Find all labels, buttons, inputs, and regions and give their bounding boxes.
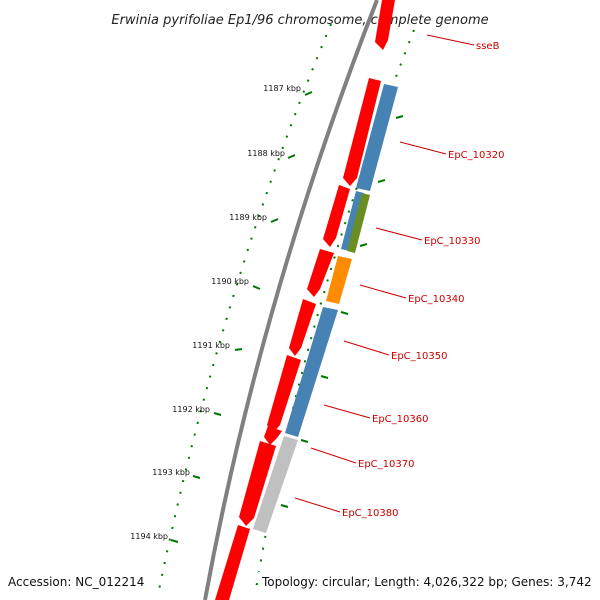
cds-arrow[interactable] <box>323 185 350 247</box>
annotation-block[interactable] <box>285 307 338 437</box>
tick-label: 1193 kbp <box>152 468 190 477</box>
annotation-track <box>253 84 398 533</box>
gene-label-epc-10330[interactable]: EpC_10330 <box>424 236 480 247</box>
cds-arrow[interactable] <box>215 525 250 600</box>
tick-mark <box>377 179 386 183</box>
tick-label: 1189 kbp <box>229 213 267 222</box>
kbp-tick-marks <box>170 91 313 543</box>
tick-mark <box>252 285 261 290</box>
gene-label-epc-10360[interactable]: EpC_10360 <box>372 414 428 425</box>
cds-forward-track <box>215 0 395 600</box>
tick-label: 1191 kbp <box>192 341 230 350</box>
gene-label-sseb[interactable]: sseB <box>476 41 500 52</box>
tick-mark <box>170 539 179 543</box>
leader-line <box>310 447 357 464</box>
backbone-line <box>203 0 379 600</box>
tick-mark <box>234 348 243 351</box>
topology-backdrop <box>258 572 596 592</box>
annotation-block[interactable] <box>253 436 298 533</box>
tick-mark <box>304 91 313 96</box>
gene-label-epc-10340[interactable]: EpC_10340 <box>408 294 464 305</box>
cds-arrow[interactable] <box>375 0 395 50</box>
accession-backdrop <box>4 572 150 592</box>
cds-arrow[interactable] <box>264 426 282 445</box>
annotation-block[interactable] <box>341 191 364 251</box>
gene-label-epc-10370[interactable]: EpC_10370 <box>358 459 414 470</box>
leader-line <box>323 404 371 419</box>
tick-label: 1192 kbp <box>172 405 210 414</box>
tick-mark <box>340 311 349 315</box>
map-title: Erwinia pyrifoliae Ep1/96 chromosome, co… <box>111 13 488 28</box>
cds-arrow[interactable] <box>343 78 381 186</box>
cds-arrow[interactable] <box>239 441 276 526</box>
leader-line <box>426 34 475 46</box>
gene-labels: sseB EpC_10320 EpC_10330 EpC_10340 EpC_1… <box>342 41 504 519</box>
inner-tick-marks <box>280 115 404 508</box>
tick-mark <box>320 375 329 379</box>
tick-mark <box>280 504 289 508</box>
tick-label: 1188 kbp <box>247 149 285 158</box>
annotation-block[interactable] <box>347 193 370 253</box>
tick-mark <box>287 154 296 159</box>
gene-label-epc-10320[interactable]: EpC_10320 <box>448 150 504 161</box>
tick-mark <box>192 475 201 479</box>
annotation-block[interactable] <box>326 256 352 304</box>
tick-mark <box>213 412 222 416</box>
leader-line <box>399 141 447 155</box>
leader-line <box>359 284 407 299</box>
leader-line <box>294 497 341 513</box>
tick-label: 1190 kbp <box>211 277 249 286</box>
cds-arrow[interactable] <box>307 249 334 297</box>
kbp-tick-labels: 1187 kbp 1188 kbp 1189 kbp 1190 kbp 1191… <box>130 84 301 541</box>
gene-leader-lines <box>294 34 475 513</box>
cds-arrow[interactable] <box>267 355 301 433</box>
topology-text: Topology: circular; Length: 4,026,322 bp… <box>261 575 592 589</box>
leader-line <box>343 340 390 356</box>
tick-mark <box>300 439 309 443</box>
tick-label: 1187 kbp <box>263 84 301 93</box>
gene-label-epc-10350[interactable]: EpC_10350 <box>391 351 447 362</box>
tick-mark <box>359 243 368 247</box>
cds-arrow[interactable] <box>289 299 316 356</box>
annotation-block[interactable] <box>356 84 398 191</box>
tick-mark <box>270 218 279 223</box>
gene-label-epc-10380[interactable]: EpC_10380 <box>342 508 398 519</box>
tick-label: 1194 kbp <box>130 532 168 541</box>
accession-text: Accession: NC_012214 <box>8 575 144 589</box>
leader-line <box>375 227 423 241</box>
tick-mark <box>395 115 404 119</box>
